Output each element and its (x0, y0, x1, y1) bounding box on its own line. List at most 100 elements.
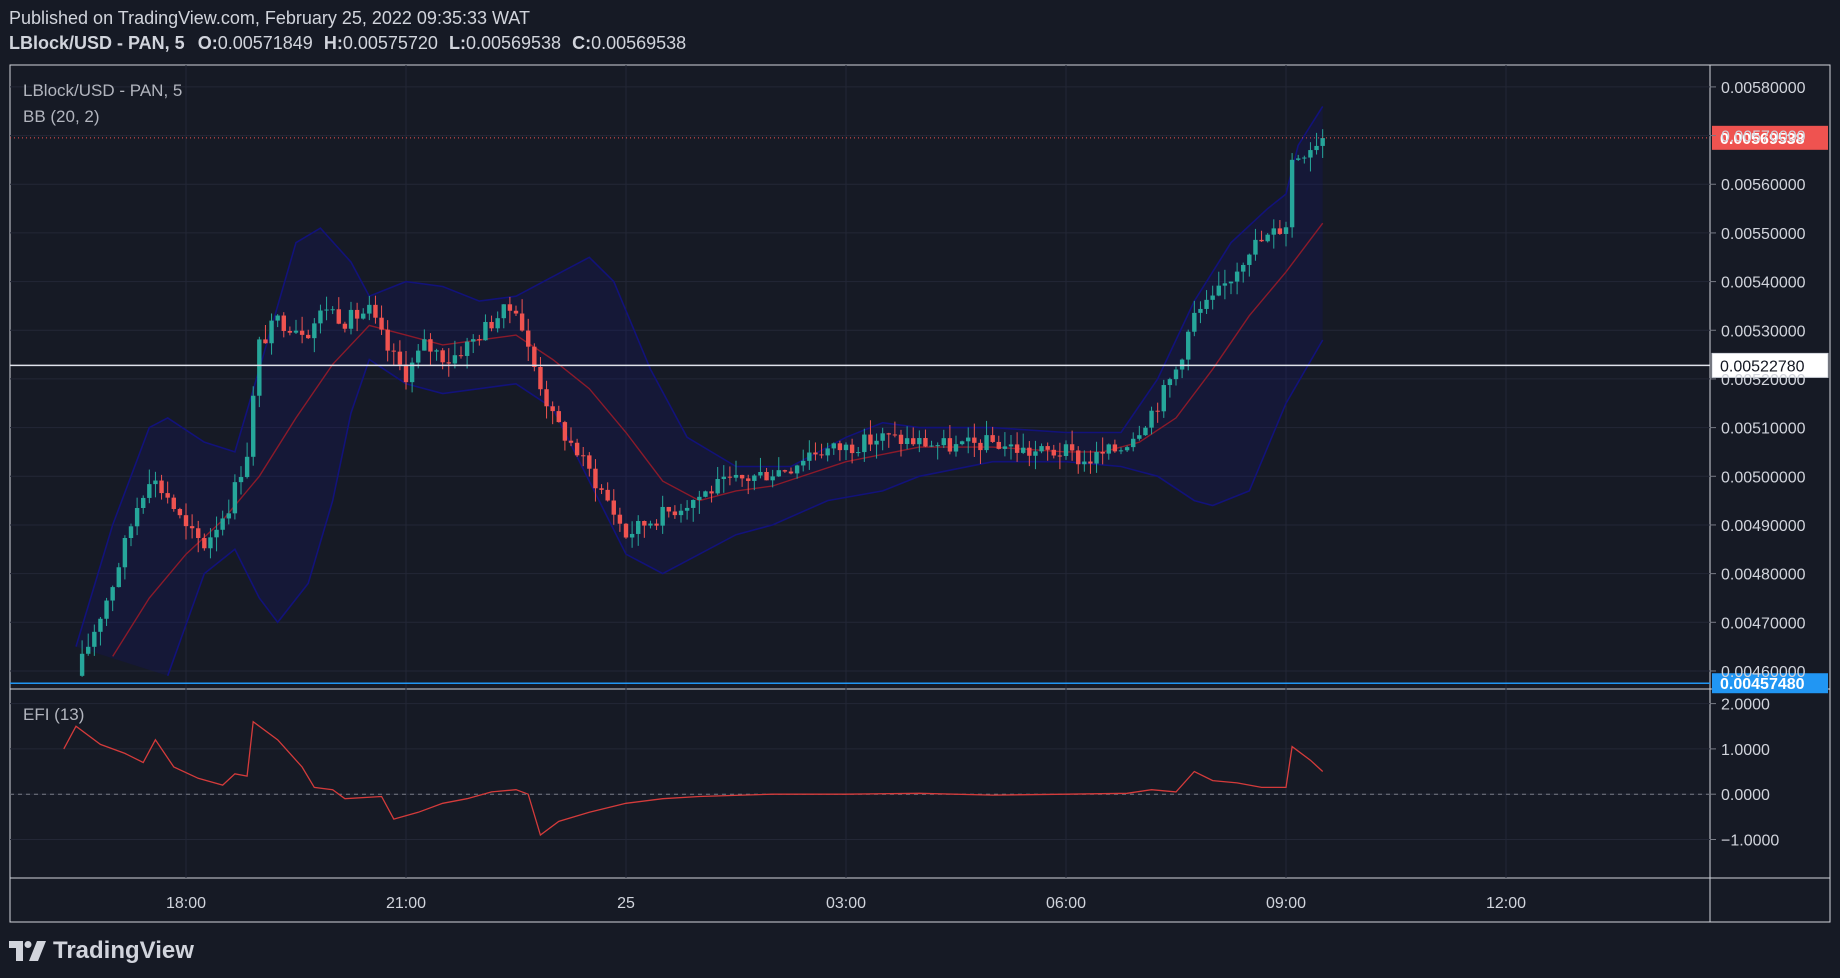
low-value: 0.00569538 (465, 33, 562, 53)
candle-body (477, 339, 482, 341)
candle-body (1063, 444, 1069, 457)
candle-body (98, 618, 103, 632)
candle-body (1198, 308, 1203, 313)
candle-body (709, 491, 714, 494)
candle-body (892, 434, 898, 436)
white-hline-tag-label: 0.00522780 (1720, 358, 1805, 375)
blue-hline-tag-label: 0.00457480 (1720, 676, 1805, 693)
candle-body (116, 567, 121, 588)
white-hline-tag (1711, 352, 1829, 378)
candle-body (1192, 312, 1197, 332)
candle-body (202, 538, 207, 549)
candle-body (501, 304, 506, 319)
candle-body (623, 523, 629, 538)
candle-body (611, 500, 616, 515)
candle-body (1014, 444, 1020, 453)
candles (79, 129, 1325, 677)
candle-body (141, 497, 146, 509)
candle-body (489, 321, 494, 329)
candle-body (428, 339, 433, 352)
bollinger-bands (75, 105, 1324, 677)
axes: 0.00580000 0.00570000 0.00560000 0.00550000… (166, 80, 1806, 912)
candle-body (1088, 461, 1093, 464)
candle-body (629, 533, 635, 538)
candle-body (1118, 450, 1124, 452)
price-tick-label: 0.00510000 (1721, 421, 1806, 438)
low-label: L: (448, 33, 466, 53)
price-tick-label: 0.00580000 (1721, 80, 1806, 97)
efi-pane (10, 720, 1710, 837)
candle-body (568, 440, 574, 443)
candle-body (275, 315, 280, 321)
candle-body (672, 511, 678, 516)
candle-body (159, 480, 164, 494)
candle-body (1027, 447, 1032, 456)
candle-body (1106, 444, 1111, 454)
candle-body (299, 330, 305, 335)
chart-frame (9, 64, 1831, 923)
candle-body (837, 443, 843, 451)
candle-body (574, 442, 580, 456)
candle-body (959, 441, 965, 445)
candle-body (746, 478, 751, 481)
published-line: Published on TradingView.com, February 2… (9, 8, 530, 28)
efi-tick-label: 1.0000 (1721, 742, 1770, 759)
candle-body (1241, 264, 1246, 272)
candle-body (104, 600, 109, 619)
candle-body (825, 448, 830, 456)
candle-body (1283, 227, 1289, 234)
price-tick-label: 0.00490000 (1721, 518, 1806, 535)
efi-tick-label: 0.0000 (1721, 787, 1770, 804)
candle-body (348, 309, 354, 329)
candle-body (538, 366, 543, 390)
candle-body (471, 339, 476, 342)
price-tick-label: 0.00460000 (1721, 664, 1806, 681)
candle-body (122, 538, 128, 568)
candle-body (1057, 455, 1063, 457)
grid-lines (10, 65, 1710, 878)
candle-body (898, 434, 904, 445)
candle-body (287, 330, 293, 333)
candle-body (1021, 447, 1026, 453)
candle-body (86, 646, 91, 654)
candle-body (208, 537, 213, 549)
candle-body (966, 437, 971, 442)
candle-body (1179, 359, 1185, 370)
candle-body (776, 470, 781, 477)
candle-body (153, 480, 158, 485)
candle-body (409, 362, 415, 383)
candle-body (715, 479, 720, 494)
candle-body (318, 310, 323, 324)
ohlc-line: LBlock/USD - PAN, 5 O:0.00571849 H:0.005… (9, 33, 692, 54)
candle-body (507, 304, 513, 311)
candle-body (617, 514, 623, 524)
candle-body (257, 339, 262, 396)
candle-body (354, 309, 360, 319)
candle-body (880, 433, 885, 441)
time-tick-label: 03:00 (826, 895, 866, 912)
candle-body (1124, 447, 1130, 451)
time-tick-label: 12:00 (1486, 895, 1526, 912)
candle-body (972, 437, 977, 443)
candle-body (764, 471, 769, 481)
candle-body (941, 438, 946, 446)
candle-body (79, 653, 85, 676)
pane-bb-label: BB (20, 2) (23, 107, 100, 126)
candle-body (330, 309, 335, 311)
candle-body (911, 438, 916, 445)
candle-body (648, 523, 653, 526)
candle-body (519, 313, 525, 331)
candle-body (886, 433, 891, 435)
candle-body (397, 351, 403, 365)
candle-body (147, 484, 152, 498)
candle-body (801, 460, 806, 466)
time-tick-label: 09:00 (1266, 895, 1306, 912)
outer-frame (9, 64, 1831, 923)
candle-body (128, 526, 134, 539)
candle-body (739, 474, 745, 479)
time-tick-label: 06:00 (1046, 895, 1086, 912)
price-tick-label: 0.00570000 (1721, 129, 1806, 146)
tradingview-logo[interactable]: TradingView (9, 937, 194, 965)
candle-body (385, 329, 390, 351)
